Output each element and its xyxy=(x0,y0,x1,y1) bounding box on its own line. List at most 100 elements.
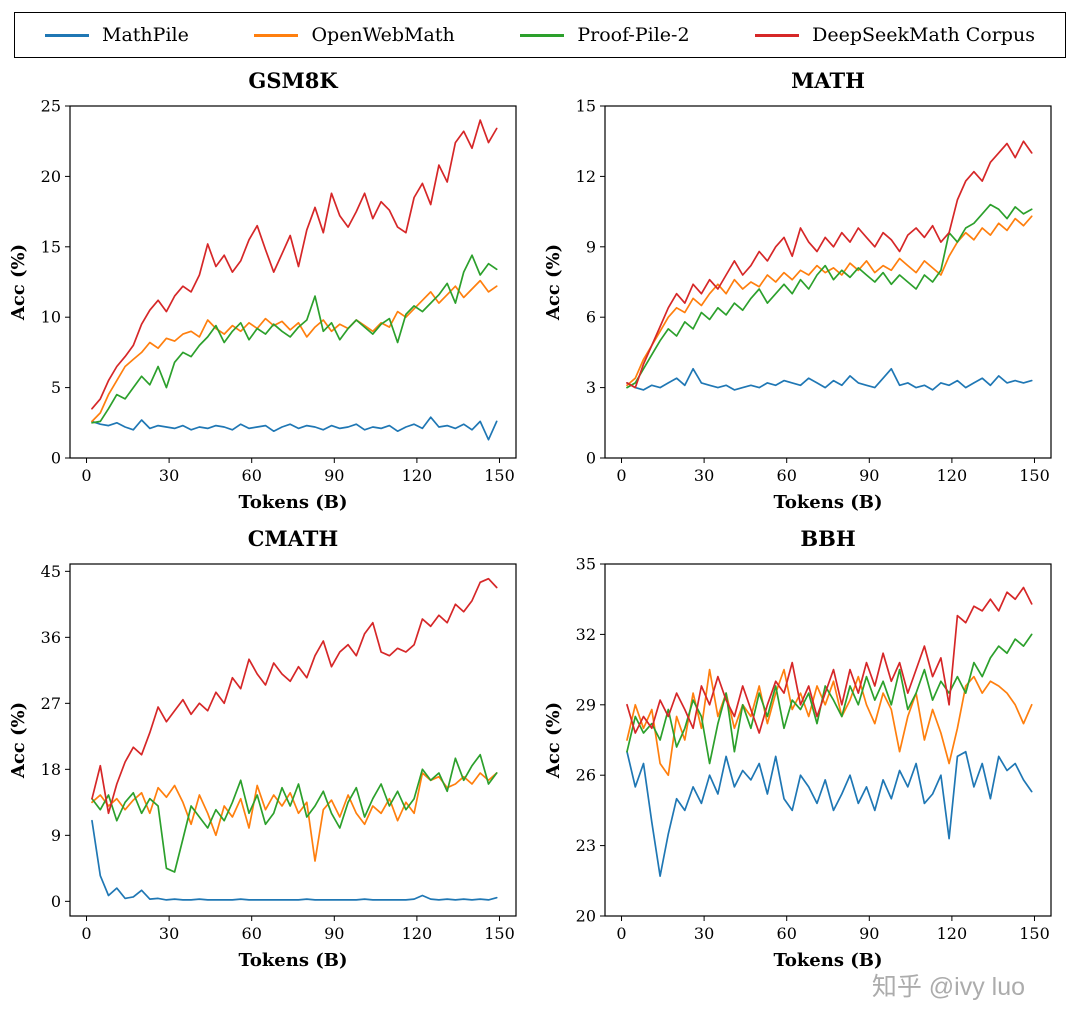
legend-item-deepseekmath-corpus[interactable]: DeepSeekMath Corpus xyxy=(755,24,1035,46)
series-line-openwebmath xyxy=(91,279,498,423)
x-tick-label: 90 xyxy=(324,466,344,485)
y-tick-label: 10 xyxy=(41,308,61,327)
chart-bbh: 0 30 60 90 120 150 20 23 26 29 32 35 BBH Tokens (B) Ac… xyxy=(543,524,1072,980)
legend-item-label: Proof-Pile-2 xyxy=(577,24,690,46)
x-axis-label: Tokens (B) xyxy=(239,950,348,971)
series-line-deepseekmath-corpus xyxy=(626,586,1033,734)
series-line-proof-pile-2 xyxy=(626,203,1033,389)
x-tick-label: 60 xyxy=(777,924,797,943)
y-axis-label: Acc (%) xyxy=(543,244,564,321)
plot-frame xyxy=(69,105,517,459)
x-tick-label: 120 xyxy=(937,924,968,943)
x-tick-label: 0 xyxy=(81,924,91,943)
y-tick-label: 35 xyxy=(576,555,596,574)
x-tick-label: 120 xyxy=(402,924,433,943)
x-tick-label: 0 xyxy=(616,466,626,485)
series-line-mathpile xyxy=(626,750,1033,877)
y-tick-label: 20 xyxy=(41,167,61,186)
legend-item-proof-pile-2[interactable]: Proof-Pile-2 xyxy=(520,24,690,46)
y-tick-label: 0 xyxy=(51,449,61,468)
y-tick-label: 25 xyxy=(41,97,61,116)
y-tick-label: 32 xyxy=(576,625,596,644)
y-tick-label: 23 xyxy=(576,836,596,855)
legend: MathPile OpenWebMath Proof-Pile-2 DeepSeekM… xyxy=(14,12,1066,58)
series-line-proof-pile-2 xyxy=(91,254,498,424)
y-axis-label: Acc (%) xyxy=(8,244,29,321)
y-tick-label: 20 xyxy=(576,907,596,926)
series-line-proof-pile-2 xyxy=(91,753,498,873)
y-tick-label: 5 xyxy=(51,378,61,397)
y-tick-label: 36 xyxy=(41,628,61,647)
x-tick-label: 90 xyxy=(859,924,879,943)
chart-title: MATH xyxy=(791,68,865,93)
y-tick-label: 26 xyxy=(576,766,596,785)
series-line-deepseekmath-corpus xyxy=(91,119,498,410)
x-tick-label: 150 xyxy=(484,924,515,943)
legend-line-swatch xyxy=(755,33,800,37)
x-axis-label: Tokens (B) xyxy=(774,492,883,513)
charts-grid: 0 30 60 90 120 150 0 5 10 15 20 25 GSM8K Tokens (B) Ac… xyxy=(0,62,1080,984)
x-tick-label: 30 xyxy=(159,924,179,943)
x-tick-label: 30 xyxy=(694,924,714,943)
series-line-openwebmath xyxy=(626,215,1033,387)
series-line-proof-pile-2 xyxy=(626,633,1033,765)
legend-line-swatch xyxy=(520,33,565,37)
y-axis-label: Acc (%) xyxy=(8,702,29,779)
y-tick-label: 45 xyxy=(41,562,61,581)
legend-item-label: OpenWebMath xyxy=(311,24,455,46)
chart-title: BBH xyxy=(800,526,855,551)
legend-item-mathpile[interactable]: MathPile xyxy=(45,24,189,46)
x-tick-label: 150 xyxy=(1019,466,1050,485)
plot-frame xyxy=(604,563,1052,917)
chart-math: 0 30 60 90 120 150 0 3 6 9 12 15 MATH Tokens (B) Acc (… xyxy=(543,66,1072,522)
chart-cmath-svg: 0 30 60 90 120 150 0 9 18 27 36 45 CMATH Tokens (B) Ac… xyxy=(8,526,517,971)
y-tick-label: 9 xyxy=(586,237,596,256)
x-tick-label: 60 xyxy=(777,466,797,485)
chart-bbh-svg: 0 30 60 90 120 150 20 23 26 29 32 35 BBH Tokens (B) Ac… xyxy=(543,526,1052,971)
series-line-mathpile xyxy=(626,367,1033,391)
x-axis-label: Tokens (B) xyxy=(239,492,348,513)
y-axis-label: Acc (%) xyxy=(543,702,564,779)
x-tick-label: 150 xyxy=(1019,924,1050,943)
y-tick-label: 0 xyxy=(586,449,596,468)
x-tick-label: 120 xyxy=(937,466,968,485)
legend-line-swatch xyxy=(45,33,89,37)
legend-item-openwebmath[interactable]: OpenWebMath xyxy=(254,24,455,46)
series-line-deepseekmath-corpus xyxy=(91,577,498,815)
y-tick-label: 15 xyxy=(41,237,61,256)
series-line-openwebmath xyxy=(626,668,1033,777)
x-axis-label: Tokens (B) xyxy=(774,950,883,971)
legend-line-swatch xyxy=(254,33,299,37)
chart-title: CMATH xyxy=(248,526,339,551)
plot-frame xyxy=(604,105,1052,459)
x-tick-label: 0 xyxy=(81,466,91,485)
plot-frame xyxy=(69,563,517,917)
legend-item-label: DeepSeekMath Corpus xyxy=(812,24,1035,46)
x-tick-label: 150 xyxy=(484,466,515,485)
y-tick-label: 27 xyxy=(41,694,61,713)
legend-item-label: MathPile xyxy=(102,24,189,46)
chart-gsm8k: 0 30 60 90 120 150 0 5 10 15 20 25 GSM8K Tokens (B) Ac… xyxy=(8,66,537,522)
x-tick-label: 30 xyxy=(159,466,179,485)
y-tick-label: 29 xyxy=(576,695,596,714)
x-tick-label: 0 xyxy=(616,924,626,943)
x-tick-label: 60 xyxy=(242,466,262,485)
series-line-mathpile xyxy=(91,416,498,441)
y-tick-label: 0 xyxy=(51,892,61,911)
series-line-mathpile xyxy=(91,819,498,901)
y-tick-label: 9 xyxy=(51,826,61,845)
y-tick-label: 3 xyxy=(586,378,596,397)
y-tick-label: 12 xyxy=(576,167,596,186)
chart-title: GSM8K xyxy=(248,68,338,93)
x-tick-label: 60 xyxy=(242,924,262,943)
series-line-openwebmath xyxy=(91,772,498,862)
chart-cmath: 0 30 60 90 120 150 0 9 18 27 36 45 CMATH Tokens (B) Ac… xyxy=(8,524,537,980)
y-tick-label: 18 xyxy=(41,760,61,779)
x-tick-label: 90 xyxy=(859,466,879,485)
x-tick-label: 30 xyxy=(694,466,714,485)
x-tick-label: 120 xyxy=(402,466,433,485)
chart-gsm8k-svg: 0 30 60 90 120 150 0 5 10 15 20 25 GSM8K Tokens (B) Ac… xyxy=(8,68,517,513)
x-tick-label: 90 xyxy=(324,924,344,943)
y-tick-label: 15 xyxy=(576,97,596,116)
y-tick-label: 6 xyxy=(586,308,596,327)
